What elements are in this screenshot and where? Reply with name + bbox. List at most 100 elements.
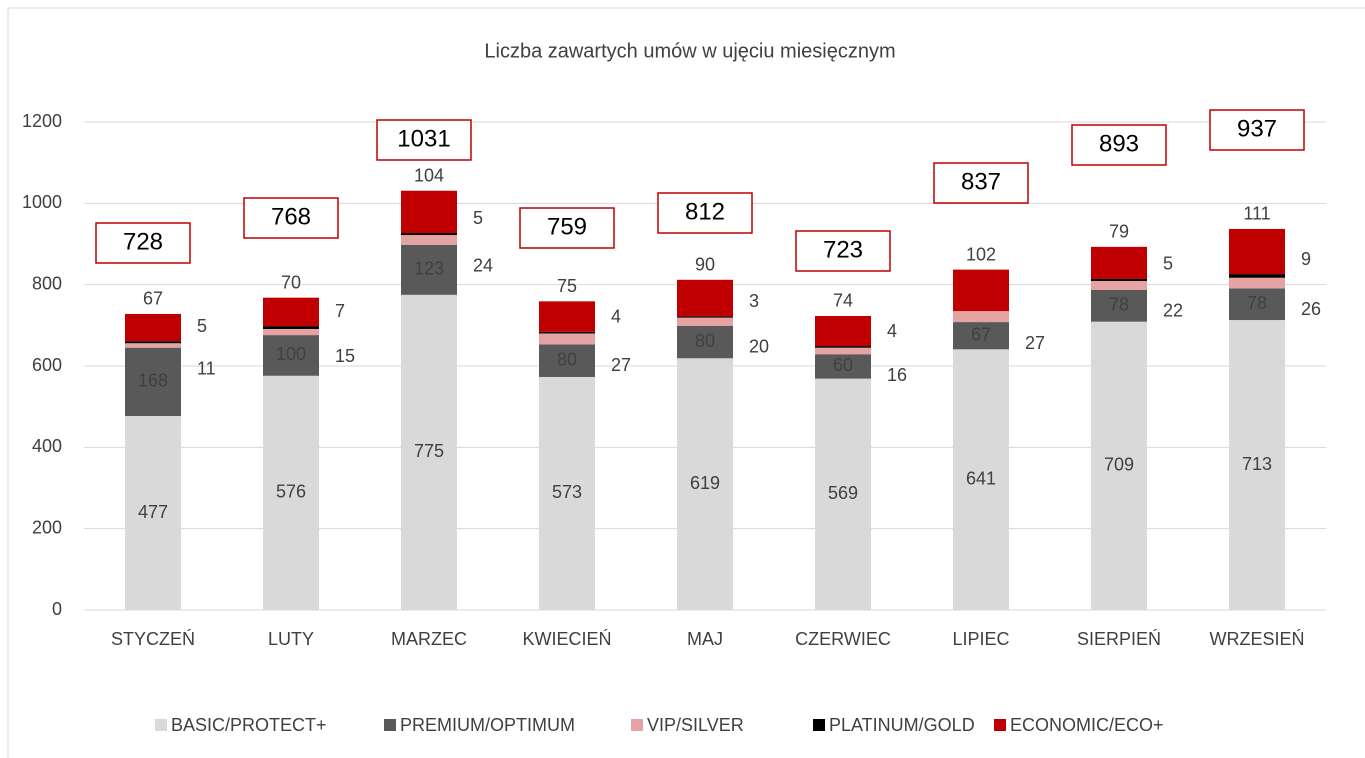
- x-tick-label: CZERWIEC: [795, 629, 891, 649]
- bar-segment: [401, 235, 457, 245]
- bar-segment: [125, 341, 181, 344]
- total-label: 1031: [397, 125, 450, 152]
- data-label: 641: [966, 468, 996, 488]
- y-tick-label: 200: [32, 517, 62, 537]
- data-label: 22: [1163, 301, 1183, 321]
- bar-segment: [401, 294, 457, 610]
- bar-segment: [953, 269, 1009, 312]
- bar-segment: [263, 335, 319, 376]
- data-label: 80: [695, 331, 715, 351]
- data-label: 9: [1301, 249, 1311, 269]
- bar-segment: [539, 301, 595, 332]
- data-label: 78: [1247, 293, 1267, 313]
- bar-segment: [1229, 288, 1285, 321]
- bar-segment: [1229, 228, 1285, 275]
- bar-segment: [677, 325, 733, 359]
- bar-segment: [677, 279, 733, 317]
- y-tick-label: 1000: [22, 192, 62, 212]
- data-label: 576: [276, 482, 306, 502]
- bar-segment: [1091, 281, 1147, 290]
- bar-segment: [815, 378, 871, 610]
- data-label: 16: [887, 365, 907, 385]
- bar-segment: [401, 244, 457, 295]
- data-label: 100: [276, 344, 306, 364]
- data-label: 90: [695, 255, 715, 275]
- data-label: 619: [690, 473, 720, 493]
- bar-segment: [1091, 278, 1147, 282]
- data-label: 24: [473, 256, 493, 276]
- data-label: 104: [414, 165, 444, 185]
- bar-segment: [401, 190, 457, 234]
- data-label: 78: [1109, 295, 1129, 315]
- x-tick-label: MARZEC: [391, 629, 467, 649]
- data-label: 775: [414, 441, 444, 461]
- data-label: 75: [557, 276, 577, 296]
- data-label: 26: [1301, 299, 1321, 319]
- data-label: 15: [335, 346, 355, 366]
- data-label: 477: [138, 502, 168, 522]
- legend-swatch: [631, 719, 643, 731]
- bar-segment: [539, 376, 595, 610]
- total-label: 723: [823, 236, 863, 263]
- total-box: [376, 119, 472, 161]
- bar-segment: [677, 358, 733, 610]
- data-label: 27: [611, 355, 631, 375]
- data-label: 20: [749, 336, 769, 356]
- bar-segment: [1229, 274, 1285, 278]
- total-box: [519, 207, 615, 249]
- data-label: 74: [833, 291, 853, 311]
- total-label: 728: [123, 228, 163, 255]
- bar-segment: [539, 331, 595, 334]
- legend-swatch: [994, 719, 1006, 731]
- total-box: [1071, 124, 1167, 166]
- bar-segment: [953, 322, 1009, 350]
- chart-title: Liczba zawartych umów w ujęciu miesięczn…: [484, 40, 895, 62]
- legend-label: VIP/SILVER: [647, 715, 744, 735]
- y-tick-label: 800: [32, 273, 62, 293]
- bar-segment: [125, 313, 181, 342]
- data-label: 4: [611, 307, 621, 327]
- total-box: [1209, 109, 1305, 151]
- bar-segment: [815, 354, 871, 379]
- bar-segment: [263, 297, 319, 327]
- data-label: 573: [552, 482, 582, 502]
- total-label: 837: [961, 168, 1001, 195]
- data-label: 60: [833, 355, 853, 375]
- legend-swatch: [155, 719, 167, 731]
- x-tick-label: WRZESIEŃ: [1209, 629, 1304, 649]
- bar-segment: [815, 315, 871, 347]
- data-label: 5: [197, 316, 207, 336]
- total-box: [243, 197, 339, 239]
- total-label: 937: [1237, 115, 1277, 142]
- total-box: [933, 162, 1029, 204]
- bar-segment: [539, 344, 595, 377]
- bar-segment: [263, 375, 319, 610]
- bar-segment: [1091, 321, 1147, 610]
- bar-segment: [401, 233, 457, 236]
- bar-segment: [1091, 246, 1147, 279]
- data-label: 67: [971, 324, 991, 344]
- bar-segment: [263, 328, 319, 336]
- x-tick-label: LIPIEC: [952, 629, 1009, 649]
- data-label: 70: [281, 272, 301, 292]
- legend-label: PREMIUM/OPTIMUM: [400, 715, 575, 735]
- data-label: 5: [1163, 254, 1173, 274]
- data-label: 5: [473, 208, 483, 228]
- legend-label: BASIC/PROTECT+: [171, 715, 327, 735]
- y-tick-label: 0: [52, 599, 62, 619]
- data-label: 80: [557, 349, 577, 369]
- legend-swatch: [813, 719, 825, 731]
- y-tick-label: 400: [32, 436, 62, 456]
- total-label: 759: [547, 213, 587, 240]
- x-tick-label: SIERPIEŃ: [1077, 629, 1161, 649]
- y-tick-label: 600: [32, 355, 62, 375]
- total-label: 812: [685, 198, 725, 225]
- data-label: 713: [1242, 454, 1272, 474]
- data-label: 79: [1109, 222, 1129, 242]
- bar-segment: [677, 317, 733, 326]
- data-label: 123: [414, 259, 444, 279]
- x-tick-label: MAJ: [687, 629, 723, 649]
- data-label: 67: [143, 289, 163, 309]
- bar-segment: [953, 349, 1009, 610]
